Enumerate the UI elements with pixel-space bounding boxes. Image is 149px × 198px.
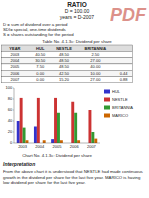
table-row [1, 77, 132, 83]
legend-swatch [104, 90, 110, 94]
x-tick-label: 2004 [35, 144, 45, 149]
bar [91, 132, 94, 143]
table-cell: 0.44 [120, 71, 129, 76]
y-tick-label: 60 [8, 107, 13, 112]
y-tick [13, 88, 14, 89]
x-tick-label: 2005 [53, 144, 63, 149]
table-title: Table No. 4.1.3c: Dividend per share [42, 39, 112, 44]
bar [51, 139, 54, 143]
legend-swatch [104, 114, 110, 118]
bars [17, 98, 97, 143]
table-header: NESTLE [56, 46, 72, 51]
y-tick-label: 20 [8, 129, 13, 134]
table-cell: 2004 [10, 58, 20, 63]
table-cell: 2.50 [91, 52, 100, 57]
interp-line: growth in the dividend per share for the… [3, 175, 141, 180]
bar [54, 98, 57, 143]
table-row [1, 51, 132, 57]
bar [43, 140, 46, 143]
y-tick-label: 100 [6, 85, 13, 90]
table-cell: 7.50 [36, 64, 45, 69]
bar [60, 140, 63, 143]
bar [26, 140, 29, 143]
interp-line: low dividend per share for the last five… [3, 180, 86, 185]
interp-line: From the above chart it is understood th… [3, 169, 143, 174]
table-cell: 2003 [10, 52, 20, 57]
table-cell: 48.50 [59, 52, 70, 57]
bar [77, 140, 80, 143]
chart-title: Chart No. 4.1.3c: Dividend per share [22, 153, 92, 158]
table-header: HUL [36, 46, 45, 51]
subtitle: years = D-2007 [60, 14, 95, 20]
bar [74, 113, 77, 143]
y-tick-label: 0 [10, 140, 13, 145]
page: PDFRATIOD = 100.00years = D-2007D = sum … [0, 0, 149, 198]
y-tick [13, 99, 14, 100]
bar [17, 121, 20, 143]
table-cell: 2006 [10, 71, 20, 76]
title: RATIO [67, 1, 87, 8]
table-row [1, 70, 132, 76]
table-header: YEAR [9, 46, 20, 51]
watermark: PDF [110, 5, 147, 25]
table-cell: 42.50 [59, 71, 70, 76]
legend-label: HUL [112, 89, 121, 94]
y-tick-label: 40 [8, 118, 13, 123]
note-line: S = shares outstanding for the period [3, 32, 74, 37]
table-cell: 48.50 [59, 58, 70, 63]
y-tick-label: 80 [8, 96, 13, 101]
table-row [1, 58, 132, 64]
bar [34, 127, 37, 144]
x-tick-label: 2006 [70, 144, 80, 149]
y-tick [13, 143, 14, 144]
table-cell: 2005 [10, 64, 20, 69]
bar [20, 98, 23, 143]
table-header: BRITANNIA [85, 46, 107, 51]
bar [57, 113, 60, 143]
table-row [1, 64, 132, 70]
bar [94, 139, 97, 143]
table-cell: 0.00 [36, 71, 45, 76]
table-cell: 48.50 [59, 64, 70, 69]
table-cell: 15.20 [59, 77, 70, 82]
table-header-row [1, 45, 132, 51]
table-cell: 30.50 [35, 58, 46, 63]
x-tick-label: 2003 [18, 144, 28, 149]
table-cell: 27.00 [90, 58, 101, 63]
y-tick [13, 132, 14, 133]
legend-swatch [104, 98, 110, 102]
bar [71, 102, 74, 143]
legend-swatch [104, 106, 110, 110]
table-cell: 40.00 [90, 64, 101, 69]
table-cell: 10.00 [90, 71, 101, 76]
bar [23, 128, 26, 143]
table-cell: 2007 [10, 77, 20, 82]
table-cell: 0.88 [120, 77, 129, 82]
legend-label: NESTLE [112, 97, 128, 102]
x-tick-label: 2007 [87, 144, 97, 149]
bar [88, 110, 91, 143]
table-cell: 0.00 [36, 77, 45, 82]
legend-label: BRITANNIA [112, 105, 133, 110]
table-cell: 27.00 [90, 77, 101, 82]
interp-title: Interpretation [3, 161, 35, 167]
y-axis [14, 88, 15, 143]
y-tick [13, 110, 14, 111]
legend-label: MARICO [112, 113, 128, 118]
bar [37, 98, 40, 143]
table-cell: 40.50 [35, 52, 46, 57]
y-tick [13, 121, 14, 122]
